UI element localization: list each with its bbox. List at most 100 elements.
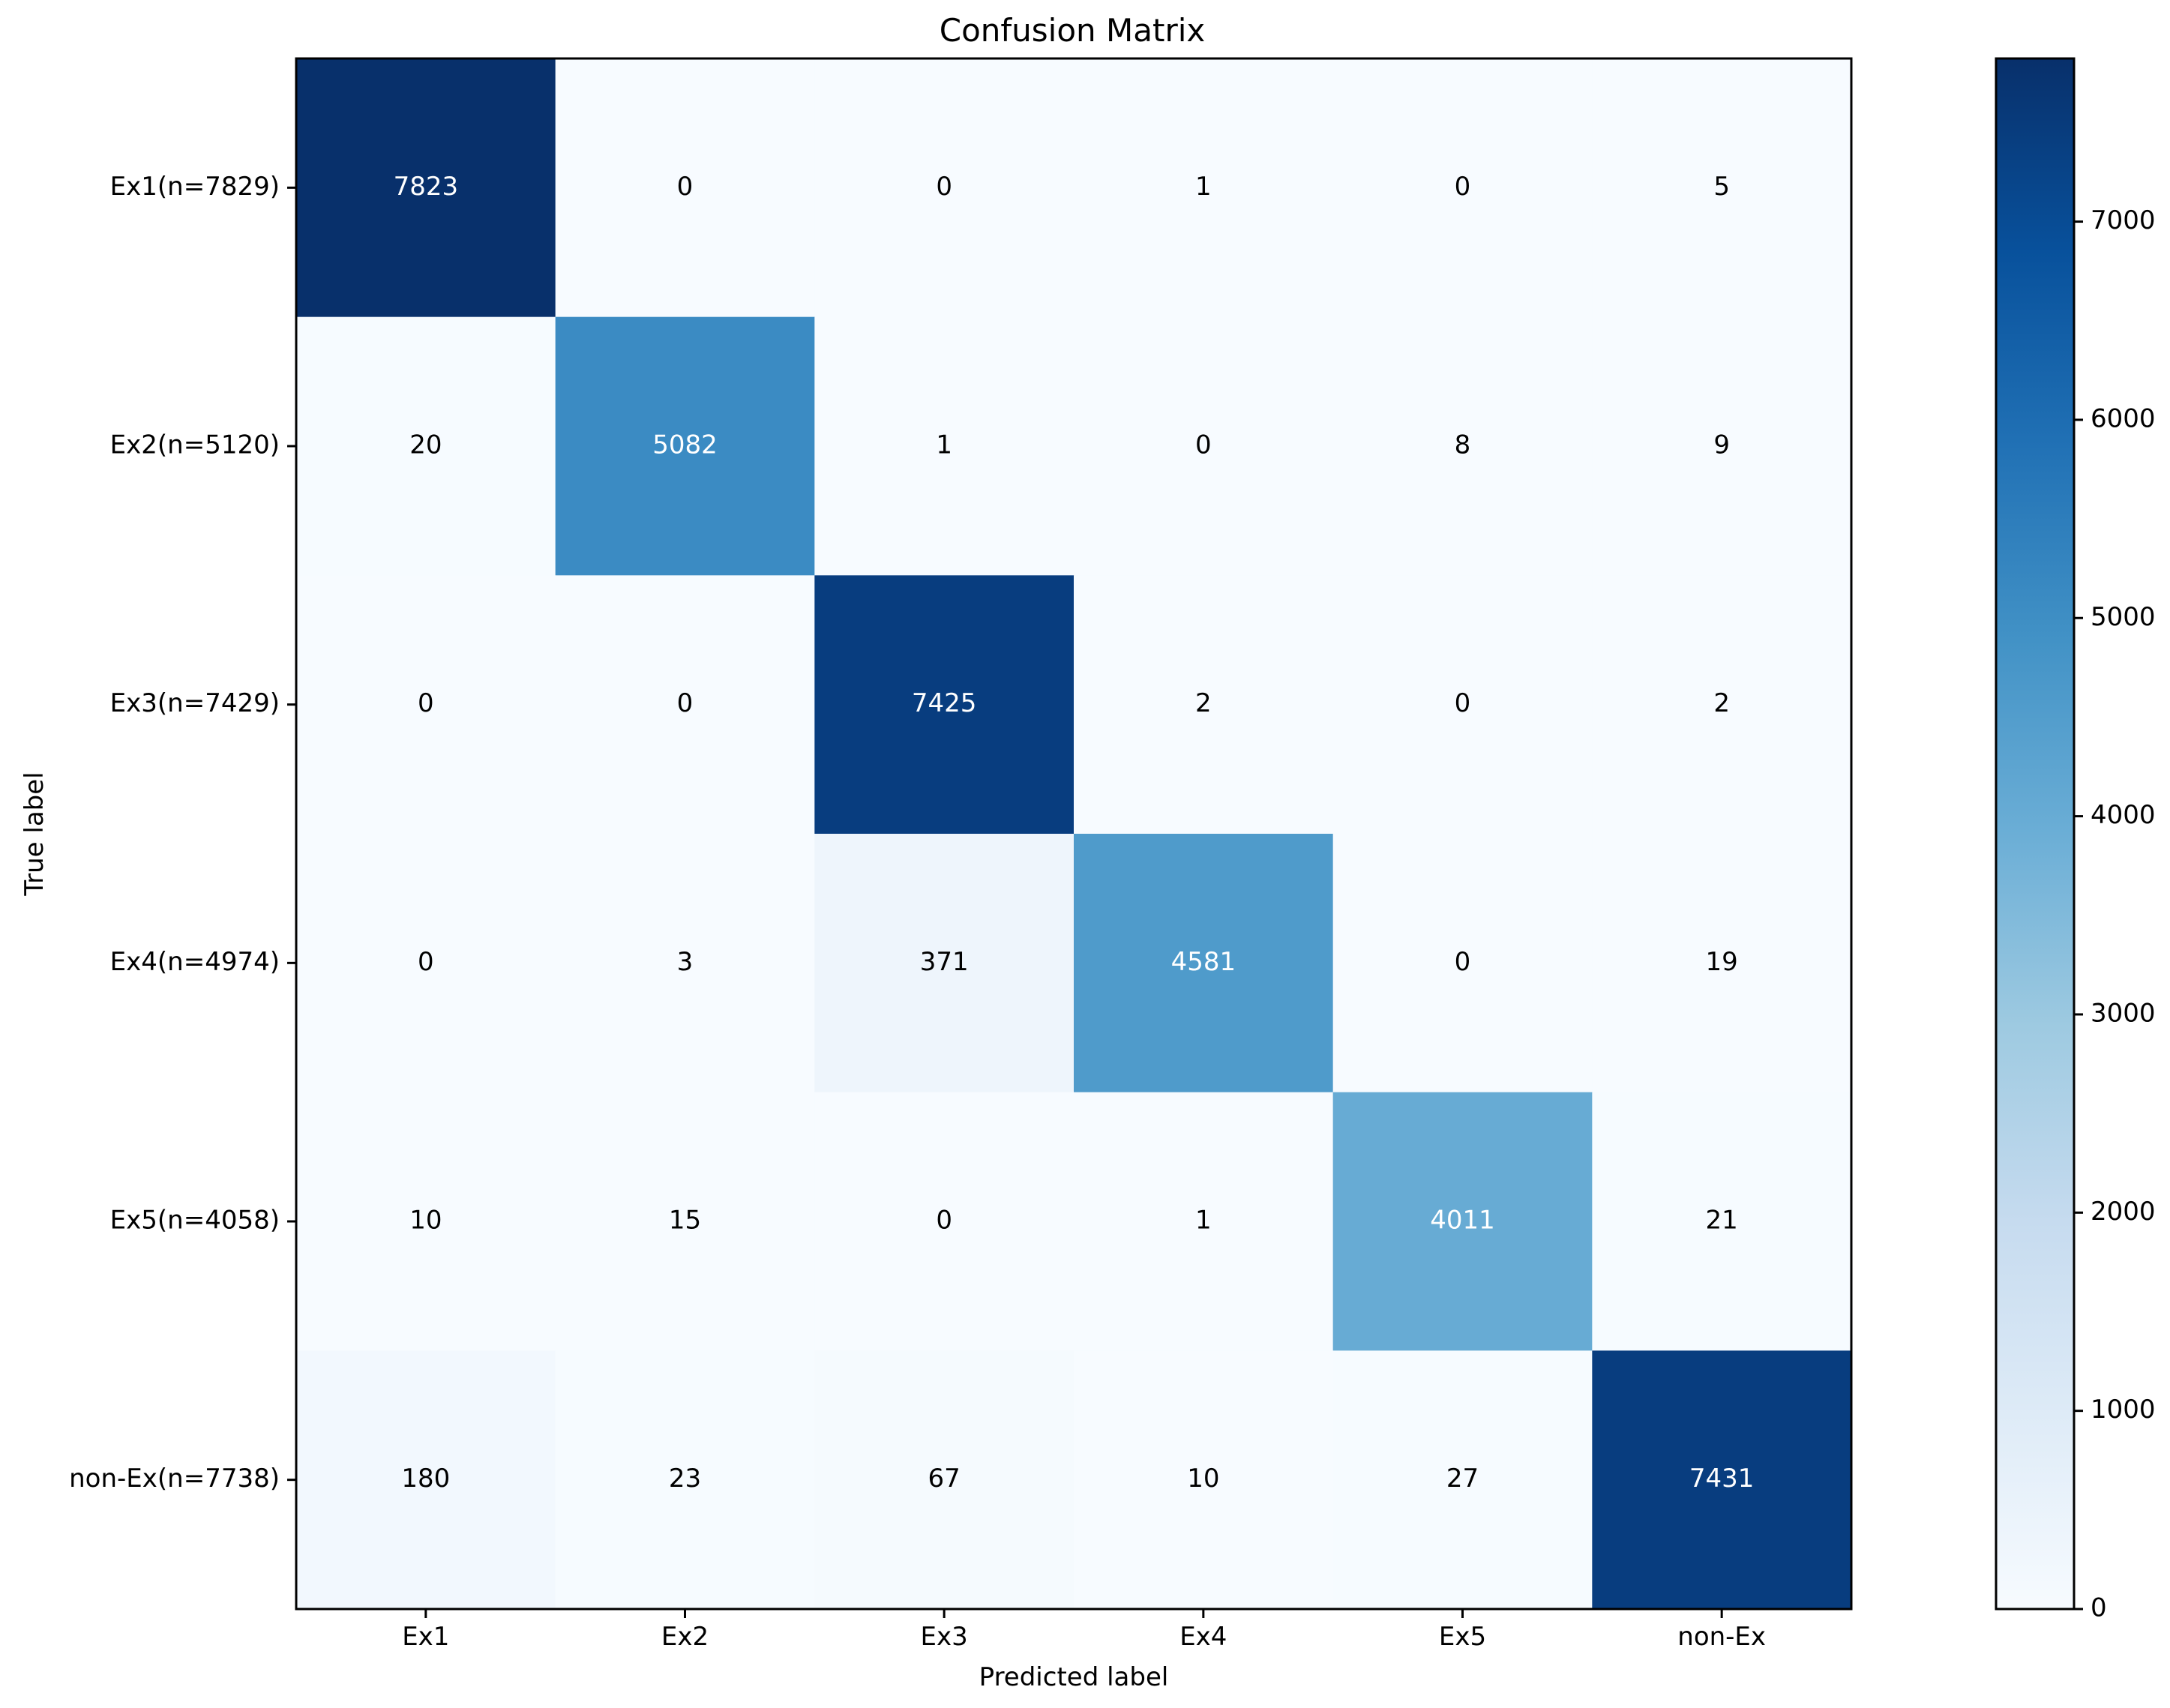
- heatmap-cell: [1592, 575, 1852, 835]
- heatmap-cell: [1332, 1350, 1593, 1610]
- heatmap-cells: [296, 58, 1852, 1610]
- heatmap-cell: [1592, 316, 1852, 576]
- cell-value-label: 10: [409, 1206, 442, 1236]
- colorbar-tick-label: 4000: [2091, 800, 2156, 830]
- cell-value-label: 9: [1713, 430, 1730, 460]
- cell-value-label: 0: [1455, 688, 1471, 718]
- colorbar-tick-label: 6000: [2091, 403, 2156, 433]
- colorbar-tick-label: 1000: [2091, 1395, 2156, 1425]
- heatmap-cell: [555, 58, 815, 318]
- heatmap-cell: [1592, 834, 1852, 1093]
- colorbar-tick-label: 5000: [2091, 602, 2156, 632]
- cell-value-label: 15: [669, 1206, 701, 1236]
- heatmap-cell: [1592, 58, 1852, 318]
- x-tick-label: Ex1: [402, 1622, 449, 1652]
- heatmap-cell: [814, 58, 1075, 318]
- heatmap-cell: [296, 1092, 556, 1351]
- cell-value-label: 27: [1446, 1464, 1479, 1494]
- heatmap-cell: [1332, 1092, 1593, 1351]
- cell-value-label: 1: [936, 430, 952, 460]
- cell-value-label: 0: [1455, 172, 1471, 202]
- heatmap-cell: [1332, 316, 1593, 576]
- x-tick-label: Ex2: [661, 1622, 709, 1652]
- heatmap-cell: [555, 1350, 815, 1610]
- cell-value-label: 1: [1195, 1206, 1212, 1236]
- heatmap-cell: [1074, 1350, 1334, 1610]
- cell-value-label: 19: [1706, 947, 1738, 977]
- heatmap-cell: [1332, 834, 1593, 1093]
- cell-value-label: 4011: [1430, 1206, 1495, 1236]
- cell-value-label: 2: [1713, 688, 1730, 718]
- heatmap-cell: [814, 834, 1075, 1093]
- colorbar-tick-label: 0: [2091, 1593, 2107, 1623]
- cell-value-label: 7425: [912, 688, 977, 718]
- heatmap-cell: [814, 1350, 1075, 1610]
- heatmap-cell: [814, 316, 1075, 576]
- x-tick-label: Ex3: [921, 1622, 968, 1652]
- x-tick-label: Ex5: [1439, 1622, 1486, 1652]
- heatmap-cell: [1074, 1092, 1334, 1351]
- heatmap-cell: [1332, 58, 1593, 318]
- chart-title: Confusion Matrix: [940, 12, 1206, 49]
- cell-value-label: 0: [936, 172, 952, 202]
- heatmap-cell: [814, 1092, 1075, 1351]
- cell-value-label: 8: [1455, 430, 1471, 460]
- colorbar: [1995, 57, 2076, 1611]
- cell-value-label: 0: [677, 688, 694, 718]
- heatmap-cell: [1592, 1092, 1852, 1351]
- cell-value-label: 0: [677, 172, 694, 202]
- cell-value-label: 0: [418, 947, 434, 977]
- y-tick-label: Ex2(n=5120): [110, 430, 280, 460]
- cell-value-label: 0: [1455, 947, 1471, 977]
- colorbar-tick-label: 3000: [2091, 998, 2156, 1028]
- cell-value-label: 2: [1195, 688, 1212, 718]
- heatmap-cell: [296, 834, 556, 1093]
- cell-value-label: 4581: [1171, 947, 1236, 977]
- y-tick-label: Ex4(n=4974): [110, 947, 280, 977]
- heatmap-cell: [296, 316, 556, 576]
- cell-value-label: 5082: [652, 430, 718, 460]
- x-tick-label: Ex4: [1179, 1622, 1227, 1652]
- cell-value-label: 7823: [394, 172, 459, 202]
- colorbar-tick-label: 2000: [2091, 1197, 2156, 1227]
- heatmap-cell: [814, 575, 1075, 835]
- heatmap-cell: [1074, 834, 1334, 1093]
- cell-value-label: 180: [401, 1464, 450, 1494]
- heatmap-cell: [1074, 575, 1334, 835]
- cell-value-label: 23: [669, 1464, 701, 1494]
- y-tick-label: non-Ex(n=7738): [69, 1464, 280, 1494]
- heatmap-cell: [1074, 58, 1334, 318]
- cell-value-label: 10: [1187, 1464, 1219, 1494]
- x-axis-ticks: Ex1 Ex2 Ex3 Ex4 Ex5 non-Ex: [402, 1609, 1766, 1652]
- cell-value-label: 0: [418, 688, 434, 718]
- heatmap-cell: [296, 575, 556, 835]
- x-axis-label: Predicted label: [979, 1662, 1169, 1692]
- heatmap-cell-labels: 7823 0 0 1 0 520 5082 1 0 8 90 0 7425 2 0 20 3 371 4581 0 19…: [394, 172, 1755, 1494]
- heatmap-cell: [555, 575, 815, 835]
- cell-value-label: 3: [677, 947, 694, 977]
- cell-value-label: 7431: [1689, 1464, 1755, 1494]
- heatmap-cell: [555, 1092, 815, 1351]
- y-axis-label: True label: [19, 772, 49, 896]
- y-tick-label: Ex3(n=7429): [110, 688, 280, 718]
- y-tick-label: Ex1(n=7829): [110, 172, 280, 202]
- cell-value-label: 371: [920, 947, 969, 977]
- y-axis-ticks: Ex1(n=7829) Ex2(n=5120) Ex3(n=7429) Ex4(n=4…: [69, 172, 296, 1494]
- cell-value-label: 0: [1195, 430, 1212, 460]
- x-tick-label: non-Ex: [1677, 1622, 1766, 1652]
- heatmap-cell: [555, 316, 815, 576]
- cell-value-label: 20: [409, 430, 442, 460]
- heatmap-cell: [1332, 575, 1593, 835]
- y-tick-label: Ex5(n=4058): [110, 1206, 280, 1236]
- heatmap-cell: [296, 1350, 556, 1610]
- heatmap-cell: [1074, 316, 1334, 576]
- plot-frame: [295, 57, 1853, 1611]
- heatmap-cell: [296, 58, 556, 318]
- colorbar-ticks: 0 1000 2000 3000 4000 5000 6000 7000: [2074, 205, 2156, 1623]
- heatmap-cell: [555, 834, 815, 1093]
- cell-value-label: 0: [936, 1206, 952, 1236]
- cell-value-label: 67: [928, 1464, 961, 1494]
- heatmap-cell: [1592, 1350, 1852, 1610]
- colorbar-tick-label: 7000: [2091, 205, 2156, 235]
